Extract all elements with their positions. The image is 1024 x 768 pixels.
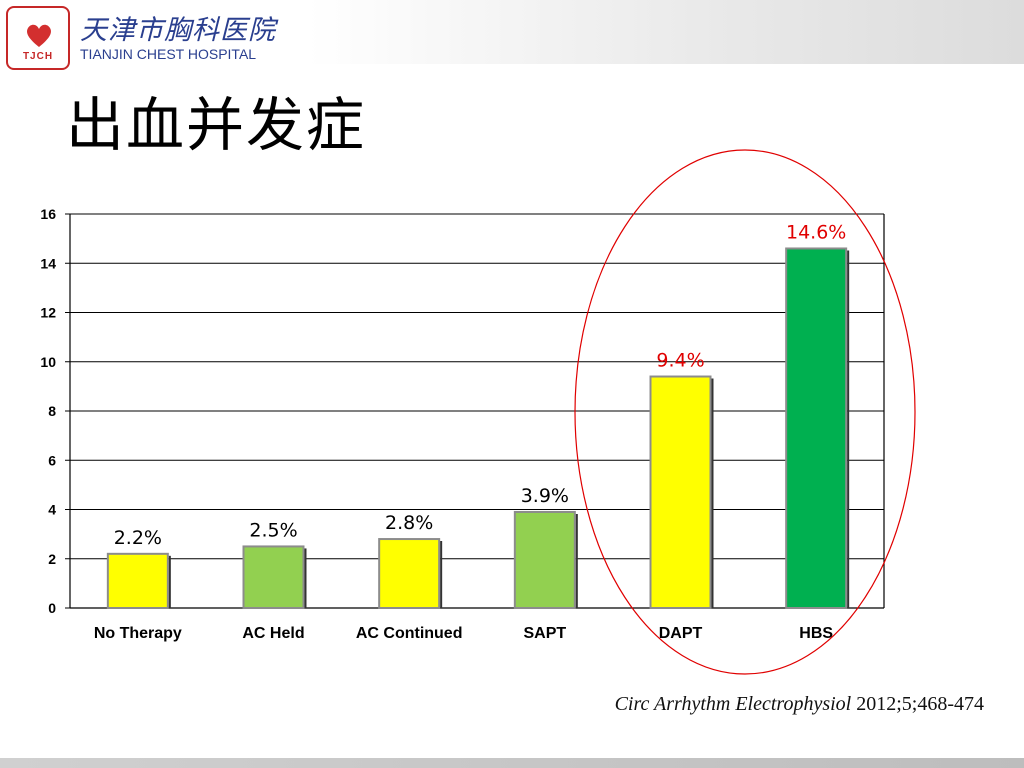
y-tick-label: 16: [40, 206, 56, 222]
y-tick-label: 2: [48, 551, 56, 567]
highlight-ellipse: [574, 149, 916, 675]
x-category-label: AC Held: [242, 625, 304, 642]
x-category-label: SAPT: [523, 625, 566, 642]
data-label: 2.5%: [249, 519, 297, 541]
y-tick-label: 8: [48, 403, 56, 419]
hospital-name-cn: 天津市胸科医院: [80, 15, 276, 46]
citation: Circ Arrhythm Electrophysiol 2012;5;468-…: [615, 693, 984, 716]
y-tick-label: 14: [40, 255, 56, 271]
y-tick-label: 10: [40, 354, 56, 370]
x-category-label: No Therapy: [94, 625, 182, 642]
grid-layer: [70, 213, 884, 560]
bar-ac-continued: [378, 538, 441, 609]
data-label: 3.9%: [521, 485, 569, 507]
bar-sapt: [513, 510, 576, 609]
x-category-label: DAPT: [659, 625, 703, 642]
data-label: 9.4%: [656, 350, 704, 372]
x-category-label: HBS: [799, 625, 833, 642]
data-label: 2.8%: [385, 512, 433, 534]
footer-band: [0, 758, 1024, 768]
axis-layer: 0 2 4 6 8 10 12 14 16: [40, 206, 885, 616]
y-tick-label: 12: [40, 305, 56, 321]
bar-layer: [106, 247, 850, 610]
data-label: 14.6%: [786, 221, 846, 243]
label-layer: No Therapy 2.2% AC Held 2.5% AC Continued 2.8…: [94, 221, 847, 642]
data-label: 2.2%: [114, 527, 162, 549]
bar-ac-held: [242, 545, 305, 609]
citation-details: 2012;5;468-474: [851, 693, 984, 715]
citation-journal: Circ Arrhythm Electrophysiol: [614, 693, 852, 715]
logo-text: TJCH: [22, 51, 54, 62]
y-tick-label: 6: [48, 452, 56, 468]
y-tick-label: 4: [48, 502, 56, 518]
y-tick-label: 0: [48, 600, 56, 616]
hospital-logo: TJCH: [6, 6, 70, 70]
header-band: [0, 0, 1024, 64]
bar-no-therapy: [106, 552, 169, 610]
heart-icon: [27, 24, 51, 47]
hospital-name-en: TIANJIN CHEST HOSPITAL: [80, 46, 257, 62]
bar-dapt: [649, 375, 712, 609]
bar-hbs: [785, 247, 848, 609]
page-title: 出血并发症: [66, 91, 367, 159]
x-category-label: AC Continued: [356, 625, 463, 642]
